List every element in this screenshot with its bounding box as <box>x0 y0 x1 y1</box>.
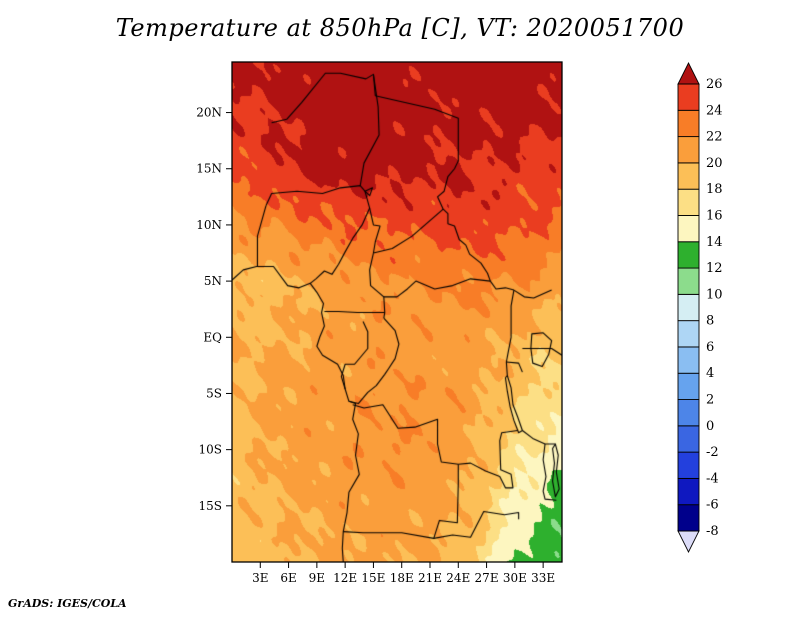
grads-credit: GrADS: IGES/COLA <box>8 597 127 610</box>
colorbar-arrow-top <box>677 61 700 85</box>
y-tick-label: 15N <box>196 162 222 176</box>
colorbar-segment <box>677 136 700 164</box>
colorbar-tick-label: 24 <box>706 103 723 118</box>
colorbar-segment <box>677 372 700 400</box>
y-tick-label: 20N <box>196 106 222 120</box>
colorbar-tick-label: -6 <box>706 498 719 513</box>
colorbar-segment <box>677 188 700 216</box>
colorbar-tick-label: 12 <box>706 261 723 276</box>
y-tick-label: 5N <box>204 274 222 288</box>
colorbar-segment <box>677 109 700 138</box>
colorbar-tick-label: 14 <box>706 235 723 250</box>
x-tick-label: 18E <box>390 571 414 585</box>
y-tick-label: 10S <box>199 443 223 457</box>
map-frame <box>231 61 563 563</box>
colorbar-tick-label: 0 <box>706 419 714 434</box>
colorbar-segment <box>677 425 700 453</box>
colorbar-tick-label: 2 <box>706 393 714 408</box>
x-tick-label: 12E <box>333 571 357 585</box>
colorbar-segment <box>677 346 700 374</box>
colorbar-segment <box>677 162 700 190</box>
x-tick-label: 3E <box>252 571 268 585</box>
x-tick-label: 30E <box>503 571 527 585</box>
colorbar-tick-label: 4 <box>706 366 714 381</box>
colorbar-segment <box>677 477 700 506</box>
x-tick-label: 27E <box>475 571 499 585</box>
colorbar-segment <box>677 215 700 243</box>
y-tick-label: EQ <box>203 330 222 344</box>
colorbar-segment <box>677 241 700 269</box>
x-tick-label: 24E <box>446 571 470 585</box>
colorbar-segment <box>677 320 700 348</box>
colorbar-tick-label: 10 <box>706 287 723 302</box>
colorbar-tick-label: 18 <box>706 182 723 197</box>
colorbar-segment <box>677 399 700 427</box>
colorbar-tick-label: 22 <box>706 130 723 145</box>
colorbar-arrow-bottom <box>677 530 700 554</box>
colorbar-segment <box>677 293 700 322</box>
y-tick-label: 10N <box>196 218 222 232</box>
x-tick-label: 21E <box>418 571 442 585</box>
colorbar-tick-label: -8 <box>706 524 719 539</box>
colorbar-tick-label: -4 <box>706 471 719 486</box>
colorbar-segment <box>677 451 700 479</box>
colorbar-tick-label: -2 <box>706 445 719 460</box>
x-tick-label: 9E <box>309 571 325 585</box>
x-tick-label: 33E <box>531 571 555 585</box>
y-tick-label: 15S <box>199 499 223 513</box>
colorbar-tick-label: 8 <box>706 314 714 329</box>
colorbar-segment <box>677 267 700 295</box>
x-tick-label: 6E <box>280 571 296 585</box>
colorbar-tick-label: 6 <box>706 340 714 355</box>
colorbar-tick-label: 20 <box>706 156 723 171</box>
x-tick-label: 15E <box>361 571 385 585</box>
colorbar-segment <box>677 83 700 111</box>
y-tick-label: 5S <box>206 386 222 400</box>
colorbar-tick-label: 16 <box>706 208 723 223</box>
plot-title: Temperature at 850hPa [C], VT: 202005170… <box>115 14 685 42</box>
colorbar-segment <box>677 504 700 532</box>
colorbar-tick-label: 26 <box>706 77 723 92</box>
temperature-field-map <box>232 62 562 562</box>
